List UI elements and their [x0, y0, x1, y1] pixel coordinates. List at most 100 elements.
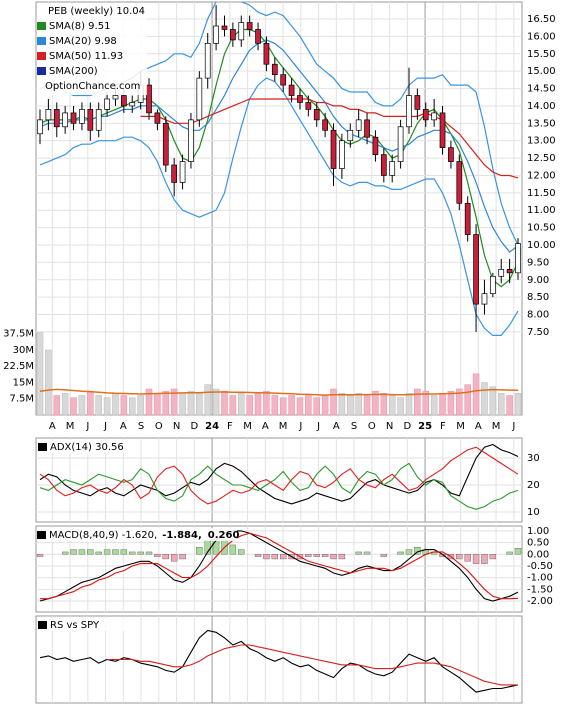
volume-bar [196, 393, 203, 416]
y-tick-label: -1.50 [527, 584, 553, 595]
y-tick-label: 15.00 [527, 66, 556, 77]
legend-swatch [37, 52, 46, 60]
volume-bar [154, 393, 161, 416]
volume-bar [187, 390, 195, 416]
x-tick-label: J [103, 421, 107, 432]
volume-bar [45, 349, 52, 416]
legend-box [37, 618, 137, 631]
candle-body [431, 112, 437, 121]
x-tick-label: S [351, 421, 357, 432]
volume-bar [422, 390, 430, 416]
volume-bar [87, 390, 94, 416]
candle-body [498, 268, 505, 277]
x-tick-label: D [403, 421, 411, 432]
chart-title: PEB (weekly) 10.04 [48, 6, 145, 17]
candle-body [506, 268, 513, 274]
x-tick-label: J [511, 421, 515, 432]
indicator-line [107, 644, 518, 686]
histogram-bar [489, 554, 497, 560]
candle-body [481, 293, 488, 305]
y-tick-label: -1.00 [527, 573, 553, 584]
x-tick-label: J [316, 421, 320, 432]
candle-body [339, 140, 345, 169]
panel-frame [35, 437, 523, 523]
legend-label: -1.884, [162, 530, 202, 541]
x-tick-label: M [243, 421, 252, 432]
macd-panel: -2.00-1.50-1.00-0.500.000.501.00 MACD(8,4… [35, 525, 553, 613]
y-tick-label: 12.50 [527, 153, 556, 164]
histogram-bar [36, 554, 44, 557]
volume-bar [145, 388, 153, 416]
histogram-bar [229, 544, 237, 555]
sma-line [140, 98, 519, 179]
histogram-bar [363, 551, 371, 555]
x-tick-label: N [386, 421, 393, 432]
y-tick-label: 14.50 [527, 84, 556, 95]
volume-bar [497, 393, 505, 416]
candle-body [397, 126, 404, 162]
price-lines [37, 2, 521, 336]
volume-bar [330, 388, 337, 416]
legend-box [37, 3, 147, 95]
candle-body [146, 84, 152, 114]
candle-body [489, 275, 496, 295]
legend-box [37, 528, 237, 541]
macd-line [40, 532, 519, 600]
candle-body [414, 95, 421, 110]
candle-body [230, 29, 236, 41]
volume-bar [53, 395, 61, 416]
histogram-bar [464, 554, 471, 562]
volume-bar [271, 395, 279, 416]
histogram-bar [145, 551, 153, 555]
y-tick-label: -2.00 [527, 596, 553, 607]
histogram-bar [95, 551, 102, 555]
volume-bar [296, 397, 304, 416]
histogram-bar [355, 551, 362, 555]
volume-bar [279, 397, 287, 416]
histogram-bar [405, 549, 413, 555]
indicator-line [39, 446, 519, 505]
candle-body [515, 243, 521, 274]
histogram-bar [120, 549, 128, 555]
histogram-bar [456, 554, 463, 560]
volume-bar [347, 395, 354, 416]
y-tick-label: 12.00 [527, 170, 556, 181]
x-tick-label: M [492, 421, 501, 432]
candle-body [347, 129, 354, 142]
sma-line [39, 39, 519, 253]
legend-swatch [38, 621, 47, 629]
volume-bar [103, 397, 111, 416]
candle-body [297, 95, 303, 103]
volume-bar [229, 395, 237, 416]
histogram-bar [162, 554, 169, 560]
band-lower [39, 77, 519, 336]
legend-swatch [37, 22, 46, 30]
legend-swatch [38, 443, 47, 451]
histogram-bar [397, 551, 404, 555]
x-tick-label: M [456, 421, 465, 432]
x-tick-label: D [190, 421, 198, 432]
histogram-bar [179, 554, 186, 560]
x-tick-label: 25 [418, 421, 432, 432]
volume-bar [313, 397, 320, 416]
candle-body [355, 119, 362, 131]
histogram-bar [196, 547, 203, 555]
legend-label: SMA(20) 9.98 [49, 36, 117, 47]
histogram-bar [61, 551, 69, 555]
candle-body [305, 102, 312, 110]
volume-bar [405, 393, 413, 416]
histogram-bar [279, 554, 287, 560]
candle-body [422, 109, 429, 121]
candle-body [313, 109, 320, 121]
histogram-bar [271, 554, 279, 560]
candle-body [271, 63, 278, 76]
volume-bar [506, 395, 513, 416]
candle-body [238, 22, 245, 41]
histogram-bar [87, 549, 94, 555]
y-tick-label: 7.50 [527, 327, 549, 338]
volume-bar [288, 395, 295, 416]
candle-body [70, 112, 77, 124]
volume-tick-label: 37.5M [3, 329, 34, 340]
volume-bar [397, 397, 404, 416]
